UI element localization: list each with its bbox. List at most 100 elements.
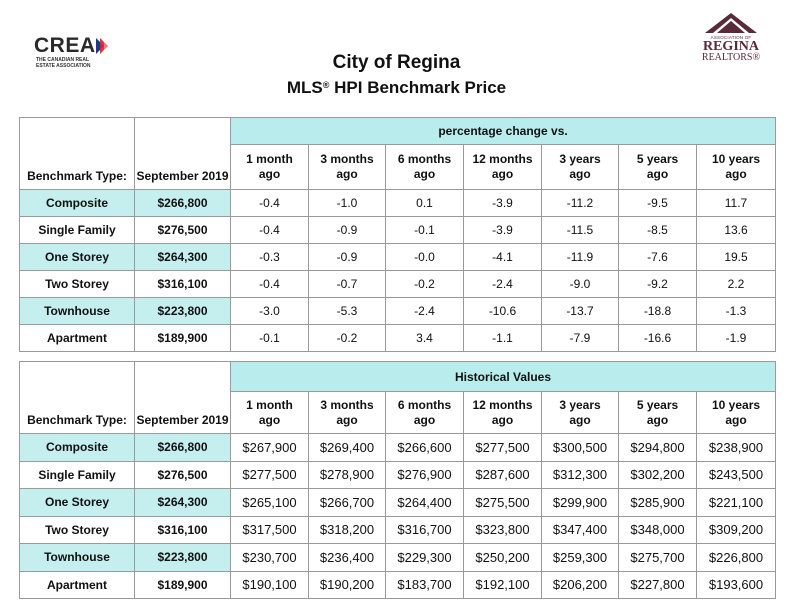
value-cell: $250,200 xyxy=(463,543,542,572)
period-header: 12 months ago xyxy=(463,144,542,190)
crea-mark-icon xyxy=(96,38,108,54)
value-cell: -2.4 xyxy=(385,297,464,325)
value-cell: -0.4 xyxy=(230,189,309,217)
benchmark-type-cell: Composite xyxy=(19,189,135,217)
benchmark-price-cell: $189,900 xyxy=(134,324,231,352)
subtitle-mls: MLS xyxy=(286,78,323,97)
period-header-line1: 5 years xyxy=(636,152,679,166)
month-header: September 2019 xyxy=(134,117,231,190)
table-row: Single Family $276,500 $277,500 $278,900 $27… xyxy=(19,460,777,489)
value-cell: $266,700 xyxy=(308,488,386,517)
benchmark-type-cell: Two Storey xyxy=(19,270,135,298)
period-header-line1: 6 months xyxy=(397,152,452,166)
period-header-line1: 1 month xyxy=(246,152,293,166)
period-header-line2: ago xyxy=(491,412,514,427)
value-cell: $302,200 xyxy=(618,460,697,489)
crea-logo: CREA THE CANADIAN REAL ESTATE ASSOCIATIO… xyxy=(34,34,126,74)
value-cell: $347,400 xyxy=(541,515,619,544)
historical-values-band: Historical Values xyxy=(229,361,777,392)
period-header: 12 months ago xyxy=(463,391,542,434)
benchmark-type-cell: Single Family xyxy=(19,216,135,244)
month-header: September 2019 xyxy=(134,361,231,434)
period-header: 3 years ago xyxy=(541,144,619,190)
value-cell: -16.6 xyxy=(618,324,697,352)
value-cell: $193,600 xyxy=(695,570,777,599)
value-cell: -0.4 xyxy=(230,216,309,244)
value-cell: 13.6 xyxy=(695,216,777,244)
period-header: 3 months ago xyxy=(308,391,386,434)
period-header-line1: 3 years xyxy=(559,397,601,412)
value-cell: -2.4 xyxy=(463,270,542,298)
value-cell: $267,900 xyxy=(230,433,309,462)
period-header: 10 years ago xyxy=(695,144,777,190)
period-header-line2: ago xyxy=(725,167,747,181)
registered-mark: ® xyxy=(322,80,330,90)
period-header-line1: 5 years xyxy=(636,397,679,412)
table-row: Apartment $189,900 $190,100 $190,200 $183,70… xyxy=(19,570,777,599)
value-cell: $275,700 xyxy=(618,543,697,572)
value-cell: -7.6 xyxy=(618,243,697,271)
value-cell: $206,200 xyxy=(541,570,619,599)
crea-logo-word: CREA xyxy=(34,34,96,57)
value-cell: $294,800 xyxy=(618,433,697,462)
benchmark-type-header: Benchmark Type: xyxy=(19,117,135,190)
value-cell: -9.5 xyxy=(618,189,697,217)
benchmark-type-header: Benchmark Type: xyxy=(19,361,135,434)
value-cell: $230,700 xyxy=(230,543,309,572)
table-row: Composite $266,800 -0.4 -1.0 0.1 -3.9 -11.2 -9.… xyxy=(19,189,777,217)
value-cell: $259,300 xyxy=(541,543,619,572)
value-cell: $183,700 xyxy=(385,570,464,599)
value-cell: $221,100 xyxy=(695,488,777,517)
period-header-line2: ago xyxy=(336,167,358,181)
page-title: City of Regina xyxy=(332,52,461,73)
benchmark-price-cell: $223,800 xyxy=(134,297,231,325)
value-cell: $276,900 xyxy=(385,460,464,489)
value-cell: $312,300 xyxy=(541,460,619,489)
value-cell: $277,500 xyxy=(230,460,309,489)
value-cell: $269,400 xyxy=(308,433,386,462)
period-header: 3 months ago xyxy=(308,144,386,190)
benchmark-price-cell: $189,900 xyxy=(134,570,231,599)
value-cell: -18.8 xyxy=(618,297,697,325)
regina-logo-assoc: ASSOCIATION OF xyxy=(710,35,752,40)
value-cell: -1.3 xyxy=(695,297,777,325)
value-cell: $264,400 xyxy=(385,488,464,517)
percentage-change-band: percentage change vs. xyxy=(229,117,777,145)
period-header-line2: ago xyxy=(646,412,669,427)
historical-values-table: Benchmark Type: September 2019 Historica… xyxy=(19,361,777,599)
benchmark-price-cell: $264,300 xyxy=(134,243,231,271)
value-cell: $190,100 xyxy=(230,570,309,599)
page-subtitle: MLS® HPI Benchmark Price xyxy=(0,78,793,98)
value-cell: 11.7 xyxy=(695,189,777,217)
period-header-line2: ago xyxy=(258,412,281,427)
value-cell: $348,000 xyxy=(618,515,697,544)
value-cell: -0.2 xyxy=(385,270,464,298)
table-row: Two Storey $316,100 -0.4 -0.7 -0.2 -2.4 -9.0 -9… xyxy=(19,270,777,298)
value-cell: -9.2 xyxy=(618,270,697,298)
house-roof-icon xyxy=(705,13,757,33)
period-header-line1: 10 years xyxy=(711,152,761,166)
value-cell: -10.6 xyxy=(463,297,542,325)
value-cell: $299,900 xyxy=(541,488,619,517)
period-header: 6 months ago xyxy=(385,391,464,434)
period-header: 3 years ago xyxy=(541,391,619,434)
value-cell: $277,500 xyxy=(463,433,542,462)
benchmark-type-cell: One Storey xyxy=(19,488,135,517)
value-cell: -3.0 xyxy=(230,297,309,325)
benchmark-type-cell: Single Family xyxy=(19,460,135,489)
value-cell: $287,600 xyxy=(463,460,542,489)
benchmark-price-cell: $276,500 xyxy=(134,460,231,489)
benchmark-price-cell: $223,800 xyxy=(134,543,231,572)
value-cell: -0.0 xyxy=(385,243,464,271)
value-cell: $278,900 xyxy=(308,460,386,489)
value-cell: $243,500 xyxy=(695,460,777,489)
value-cell: $238,900 xyxy=(695,433,777,462)
value-cell: $265,100 xyxy=(230,488,309,517)
period-header: 10 years ago xyxy=(695,391,777,434)
table-row: Townhouse $223,800 $230,700 $236,400 $229,30… xyxy=(19,543,777,572)
period-header-line2: ago xyxy=(646,167,669,181)
period-header-line1: 10 years xyxy=(711,397,761,412)
period-header-line2: ago xyxy=(569,412,591,427)
regina-logo-realtors: REALTORS® xyxy=(701,52,761,63)
value-cell: $300,500 xyxy=(541,433,619,462)
